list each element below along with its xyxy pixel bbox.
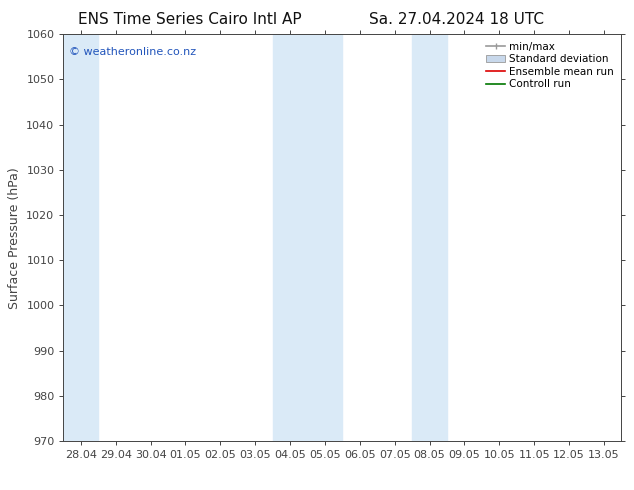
Bar <box>63 34 98 441</box>
Bar <box>412 34 447 441</box>
Legend: min/max, Standard deviation, Ensemble mean run, Controll run: min/max, Standard deviation, Ensemble me… <box>484 40 616 92</box>
Y-axis label: Surface Pressure (hPa): Surface Pressure (hPa) <box>8 167 21 309</box>
Text: © weatheronline.co.nz: © weatheronline.co.nz <box>69 47 196 56</box>
Text: ENS Time Series Cairo Intl AP: ENS Time Series Cairo Intl AP <box>79 12 302 27</box>
Text: Sa. 27.04.2024 18 UTC: Sa. 27.04.2024 18 UTC <box>369 12 544 27</box>
Bar <box>273 34 342 441</box>
